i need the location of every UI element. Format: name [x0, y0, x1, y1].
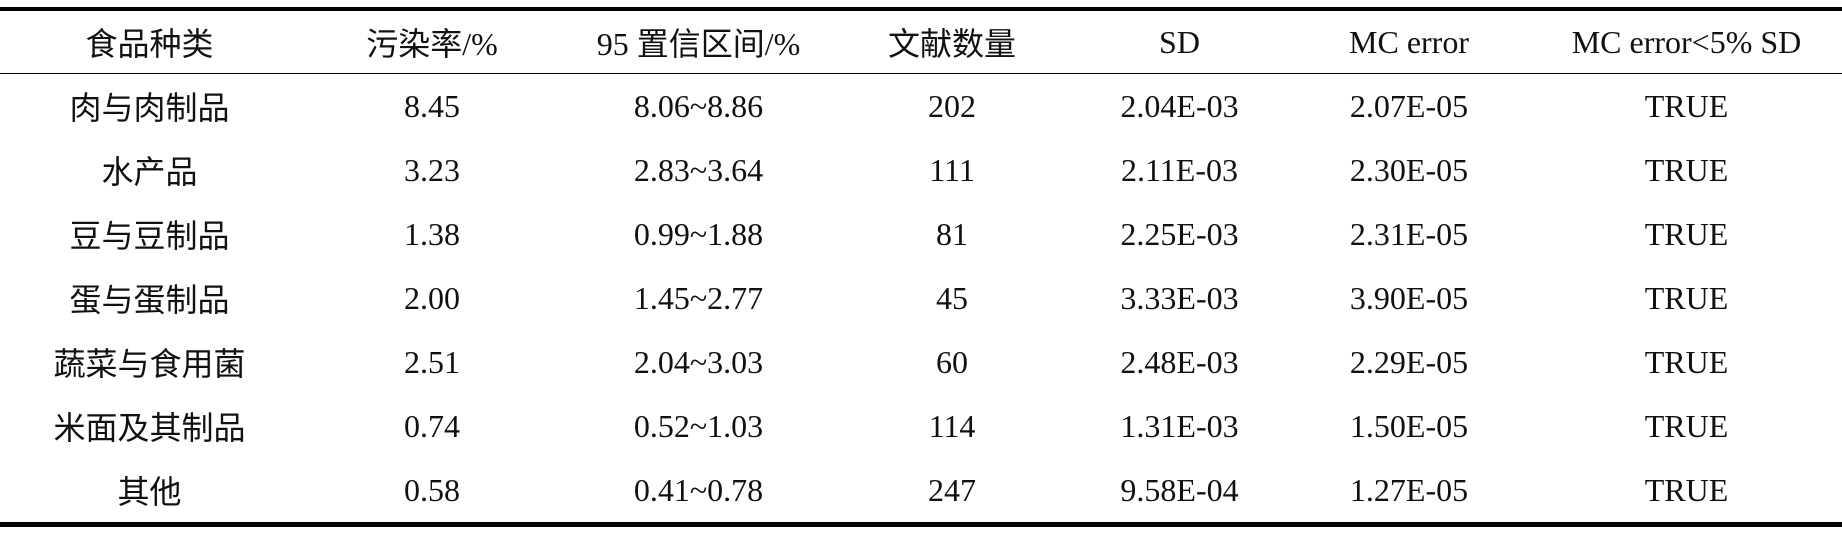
- table-body: 肉与肉制品 8.45 8.06~8.86 202 2.04E-03 2.07E-05 TRU…: [0, 74, 1842, 525]
- table-cell: 其他: [117, 474, 182, 510]
- table-cell: 1.38: [404, 215, 460, 252]
- table-cell: 1.45~2.77: [633, 279, 764, 316]
- table-cell: TRUE: [1644, 407, 1729, 444]
- table-cell: 2.83~3.64: [633, 151, 764, 188]
- table-cell: 0.52~1.03: [633, 407, 764, 444]
- table-cell: 0.99~1.88: [633, 215, 764, 252]
- table-cell: 8.45: [404, 87, 460, 124]
- table-cell: 2.30E-05: [1349, 151, 1469, 188]
- table-cell: 2.11E-03: [1120, 151, 1238, 188]
- table-cell: TRUE: [1644, 343, 1729, 380]
- table-cell: 3.23: [404, 151, 460, 188]
- table-cell: 2.00: [404, 279, 460, 316]
- column-header: 食品种类: [85, 26, 214, 62]
- table-cell: 2.07E-05: [1349, 87, 1469, 124]
- table-cell: 水产品: [101, 154, 198, 190]
- table-cell: 肉与肉制品: [69, 90, 230, 126]
- table-cell: 2.25E-03: [1120, 215, 1239, 252]
- table-row: 蛋与蛋制品 2.00 1.45~2.77 45 3.33E-03 3.90E-05 TRUE: [0, 266, 1842, 330]
- table-row: 其他 0.58 0.41~0.78 247 9.58E-04 1.27E-05 TRUE: [0, 458, 1842, 525]
- table-row: 豆与豆制品 1.38 0.99~1.88 81 2.25E-03 2.31E-05 TRUE: [0, 202, 1842, 266]
- table-cell: 9.58E-04: [1120, 471, 1239, 508]
- table-cell: 2.48E-03: [1120, 343, 1239, 380]
- table-cell: 蛋与蛋制品: [69, 282, 230, 318]
- table-row: 蔬菜与食用菌 2.51 2.04~3.03 60 2.48E-03 2.29E-05 TRU…: [0, 330, 1842, 394]
- table-cell: 1.27E-05: [1349, 471, 1469, 508]
- column-header: 95 置信区间/%: [596, 26, 801, 62]
- table-cell: TRUE: [1644, 279, 1729, 316]
- table-cell: 3.33E-03: [1120, 279, 1239, 316]
- table-cell: 81: [936, 215, 968, 252]
- table-cell: 1.50E-05: [1349, 407, 1469, 444]
- table-cell: 豆与豆制品: [69, 218, 230, 254]
- column-header: MC error<5% SD: [1571, 23, 1802, 60]
- table-cell: TRUE: [1644, 215, 1729, 252]
- table-cell: TRUE: [1644, 471, 1729, 508]
- table-cell: 60: [936, 343, 968, 380]
- table-cell: 2.51: [404, 343, 460, 380]
- table-cell: 3.90E-05: [1349, 279, 1469, 316]
- table-cell: 1.31E-03: [1120, 407, 1239, 444]
- table-cell: 114: [928, 407, 976, 444]
- column-header: 污染率/%: [366, 26, 498, 62]
- data-table: 食品种类 污染率/% 95 置信区间/% 文献数量 SD MC error MC error…: [0, 7, 1842, 527]
- table-row: 水产品 3.23 2.83~3.64 111 2.11E-03 2.30E-05 TRUE: [0, 138, 1842, 202]
- table-cell: 2.04E-03: [1120, 87, 1239, 124]
- column-header: 文献数量: [887, 26, 1016, 62]
- table-cell: 0.41~0.78: [633, 471, 764, 508]
- table-cell: 8.06~8.86: [633, 87, 764, 124]
- column-header: MC error: [1349, 23, 1469, 60]
- table-row: 肉与肉制品 8.45 8.06~8.86 202 2.04E-03 2.07E-05 TRU…: [0, 74, 1842, 139]
- table-cell: 45: [936, 279, 968, 316]
- table-cell: 2.31E-05: [1349, 215, 1469, 252]
- table-cell: TRUE: [1644, 151, 1729, 188]
- table-cell: 0.74: [404, 407, 460, 444]
- table-cell: 111: [929, 151, 975, 188]
- table-cell: 蔬菜与食用菌: [53, 346, 246, 382]
- table-header: 食品种类 污染率/% 95 置信区间/% 文献数量 SD MC error MC error…: [0, 9, 1842, 74]
- header-row: 食品种类 污染率/% 95 置信区间/% 文献数量 SD MC error MC error…: [0, 9, 1842, 74]
- table-cell: 2.29E-05: [1349, 343, 1469, 380]
- table-cell: 247: [928, 471, 976, 508]
- table-cell: 202: [928, 87, 976, 124]
- table-row: 米面及其制品 0.74 0.52~1.03 114 1.31E-03 1.50E-05 TR…: [0, 394, 1842, 458]
- table-cell: 0.58: [404, 471, 460, 508]
- table-cell: 米面及其制品: [53, 410, 246, 446]
- column-header: SD: [1159, 23, 1200, 60]
- table-cell: 2.04~3.03: [633, 343, 764, 380]
- table-cell: TRUE: [1644, 87, 1729, 124]
